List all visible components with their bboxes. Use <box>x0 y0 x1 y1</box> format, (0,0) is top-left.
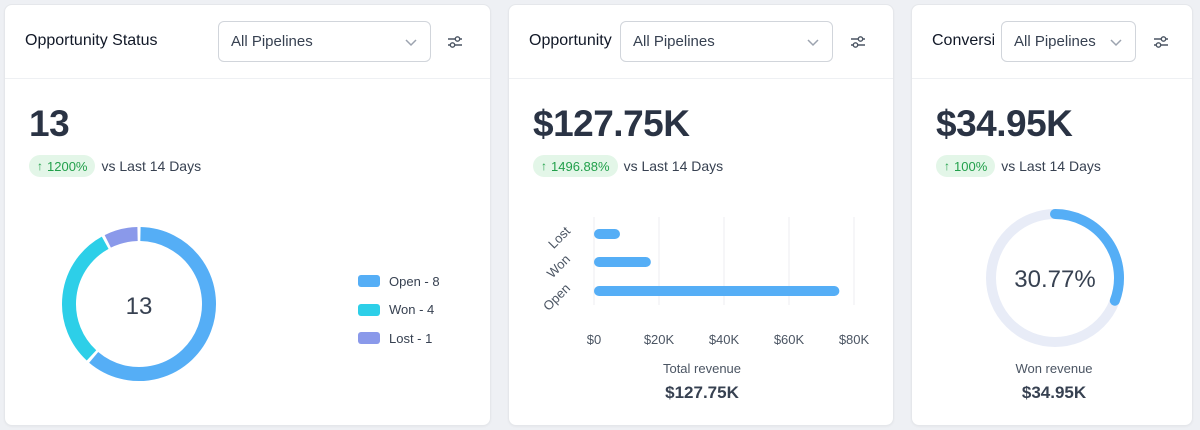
pipeline-select-value: All Pipelines <box>231 33 313 50</box>
metric-value: 13 <box>29 103 70 144</box>
y-tick-label: Open <box>540 281 573 314</box>
pipeline-select-value: All Pipelines <box>633 33 715 50</box>
conversion-card: Conversion All Pipelines $34.95K ↑ 100% … <box>911 4 1193 426</box>
donut-legend: Open - 8 Won - 4 Lost - 1 <box>358 267 440 353</box>
change-badge: ↑ 1200% <box>29 155 96 177</box>
filter-settings-icon[interactable] <box>446 33 464 51</box>
card-title: Opportunity Status <box>25 32 158 49</box>
bar-open[interactable] <box>594 286 840 296</box>
opportunity-value-card: Opportunity Value All Pipelines $127.75K… <box>508 4 894 426</box>
arrow-up-icon: ↑ <box>541 159 547 173</box>
y-tick-label: Won <box>544 252 573 281</box>
pipeline-select[interactable]: All Pipelines <box>620 21 833 62</box>
pipeline-select[interactable]: All Pipelines <box>218 21 431 62</box>
pipeline-select-value: All Pipelines <box>1014 33 1096 50</box>
metric-value: $127.75K <box>533 103 690 144</box>
arrow-up-icon: ↑ <box>37 159 43 173</box>
x-tick-label: $80K <box>839 332 870 347</box>
legend-label: Lost - 1 <box>389 330 433 346</box>
won-revenue-value: $34.95K <box>1021 383 1087 402</box>
total-revenue-label: Total revenue <box>662 361 742 376</box>
legend-label: Won - 4 <box>389 302 435 318</box>
legend-swatch-open <box>358 275 380 288</box>
donut-slice-won[interactable] <box>62 236 109 361</box>
change-value: 1496.88% <box>551 158 610 174</box>
comparison-label: vs Last 14 Days <box>1001 158 1101 174</box>
chevron-down-icon <box>405 39 417 47</box>
comparison-label: vs Last 14 Days <box>101 158 202 174</box>
x-tick-label: $20K <box>644 332 675 347</box>
change-value: 100% <box>954 158 988 174</box>
change-row: ↑ 1200% vs Last 14 Days <box>29 155 201 177</box>
y-tick-label: Lost <box>545 223 573 251</box>
legend-swatch-won <box>358 303 380 316</box>
donut-slice-open[interactable] <box>89 227 216 381</box>
gauge-progress <box>1050 209 1124 306</box>
legend-item-won[interactable]: Won - 4 <box>358 296 440 325</box>
x-tick-label: $0 <box>587 332 601 347</box>
gauge-center-label: 30.77% <box>1014 266 1095 293</box>
chevron-down-icon <box>1110 39 1122 47</box>
bar-won[interactable] <box>594 257 651 267</box>
legend-label: Open - 8 <box>389 273 440 289</box>
change-badge: ↑ 100% <box>936 155 996 177</box>
change-row: ↑ 100% vs Last 14 Days <box>936 155 1101 177</box>
conversion-gauge: 30.77% <box>986 209 1124 347</box>
x-tick-label: $40K <box>709 332 740 347</box>
change-value: 1200% <box>47 158 88 174</box>
filter-settings-icon[interactable] <box>849 33 867 51</box>
metric-value: $34.95K <box>936 103 1073 144</box>
card-title: Opportunity Value <box>529 32 614 49</box>
legend-item-open[interactable]: Open - 8 <box>358 267 440 296</box>
chevron-down-icon <box>807 39 819 47</box>
legend-swatch-lost <box>358 332 380 345</box>
status-donut-chart: 13 <box>62 227 216 381</box>
card-title: Conversion <box>932 32 994 49</box>
card-header: Conversion All Pipelines <box>912 5 1192 79</box>
change-badge: ↑ 1496.88% <box>533 155 618 177</box>
card-header: Opportunity Value All Pipelines <box>509 5 893 79</box>
legend-item-lost[interactable]: Lost - 1 <box>358 324 440 353</box>
won-revenue-label: Won revenue <box>1015 361 1093 376</box>
total-revenue-value: $127.75K <box>665 383 739 402</box>
pipeline-select[interactable]: All Pipelines <box>1001 21 1136 62</box>
arrow-up-icon: ↑ <box>944 159 950 173</box>
change-row: ↑ 1496.88% vs Last 14 Days <box>533 155 723 177</box>
comparison-label: vs Last 14 Days <box>623 158 724 174</box>
donut-slice-lost[interactable] <box>104 227 138 248</box>
opportunity-status-card: Opportunity Status All Pipelines 13 ↑ 12… <box>4 4 491 426</box>
x-tick-label: $60K <box>774 332 805 347</box>
filter-settings-icon[interactable] <box>1152 33 1170 51</box>
donut-center-label: 13 <box>126 293 153 320</box>
card-header: Opportunity Status All Pipelines <box>5 5 490 79</box>
bar-lost[interactable] <box>594 229 620 239</box>
